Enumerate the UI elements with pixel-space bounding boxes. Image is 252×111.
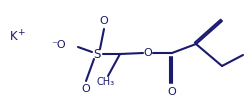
Text: O: O — [99, 16, 108, 26]
Text: K: K — [10, 30, 18, 43]
Text: CH₃: CH₃ — [97, 77, 115, 87]
Text: S: S — [93, 48, 100, 60]
Text: ⁻O: ⁻O — [51, 40, 66, 50]
Text: +: + — [17, 28, 24, 37]
Text: O: O — [167, 87, 176, 97]
Text: O: O — [143, 48, 152, 58]
Text: O: O — [81, 84, 90, 94]
